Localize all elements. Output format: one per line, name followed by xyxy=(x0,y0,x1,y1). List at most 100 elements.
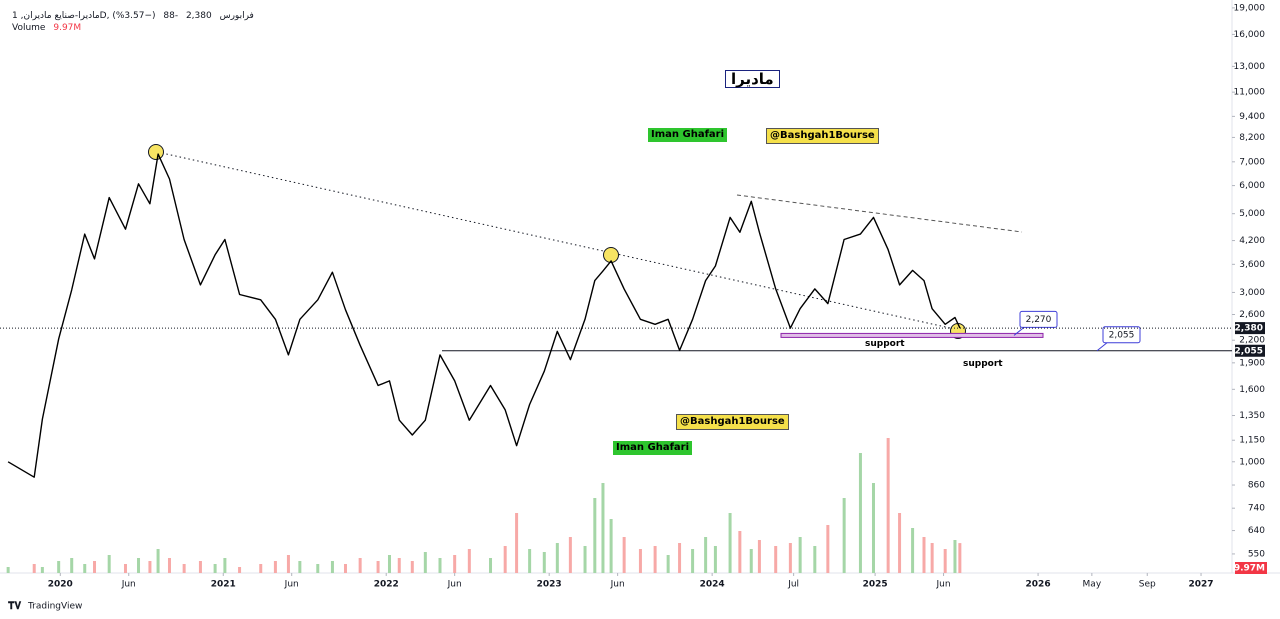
volume-bar xyxy=(316,564,320,573)
volume-bar xyxy=(738,531,742,573)
y-tick-label: 6,000 xyxy=(1239,181,1265,191)
volume-bar xyxy=(958,543,962,573)
volume-bar xyxy=(922,537,926,573)
callout-label: 2,270 xyxy=(1026,315,1052,325)
x-tick-label: Jun xyxy=(447,580,462,590)
x-tick-label: Jun xyxy=(610,580,625,590)
volume-bar xyxy=(148,561,152,573)
volume-bar xyxy=(528,549,532,573)
axis-badge xyxy=(1235,344,1265,357)
y-tick-label: 860 xyxy=(1248,481,1265,491)
volume-bar xyxy=(704,537,708,573)
volume-bar xyxy=(622,537,626,573)
volume-bar xyxy=(93,561,97,573)
volume-bar xyxy=(886,438,890,573)
volume-bar xyxy=(438,558,442,573)
volume-bar xyxy=(813,546,817,573)
volume-bar xyxy=(156,549,160,573)
volume-bar xyxy=(601,483,605,573)
watermark: @Bashgah1Bourse xyxy=(766,128,879,144)
y-tick-label: 1,150 xyxy=(1239,436,1265,446)
volume-bar xyxy=(57,561,61,573)
volume-bar xyxy=(83,564,87,573)
axis-badge xyxy=(1235,322,1265,335)
support-zone xyxy=(780,332,1044,338)
volume-bar xyxy=(898,513,902,573)
volume-bar xyxy=(858,453,862,573)
volume-bar xyxy=(583,546,587,573)
volume-bar xyxy=(609,519,613,573)
x-tick-label: 2023 xyxy=(537,580,562,590)
y-tick-label: 2,600 xyxy=(1239,310,1265,320)
volume-bar xyxy=(123,564,127,573)
y-tick-label: 1,000 xyxy=(1239,457,1265,467)
x-tick-label: May xyxy=(1083,580,1102,590)
volume-bar xyxy=(387,555,391,573)
volume-bar xyxy=(70,558,74,573)
x-tick-label: Sep xyxy=(1139,580,1156,590)
y-tick-label: 3,000 xyxy=(1239,288,1265,298)
callout-box xyxy=(1019,310,1058,328)
volume-bar xyxy=(728,513,732,573)
y-tick-label: 11,000 xyxy=(1234,88,1266,98)
volume-bar xyxy=(6,567,10,573)
y-tick-label: 1,350 xyxy=(1239,411,1265,421)
x-tick-label: Jun xyxy=(121,580,136,590)
volume-bar xyxy=(182,564,186,573)
y-tick-label: 9,400 xyxy=(1239,112,1265,122)
trend-line xyxy=(161,152,951,329)
volume-bar xyxy=(953,540,957,573)
volume-bar xyxy=(871,483,875,573)
volume-bar xyxy=(298,561,302,573)
volume-bar xyxy=(930,543,934,573)
y-tick-label: 8,200 xyxy=(1239,133,1265,143)
volume-bar xyxy=(259,564,263,573)
volume-badge-label: 9.97M xyxy=(1234,564,1265,574)
volume-bar xyxy=(358,558,362,573)
x-tick-label: 2025 xyxy=(863,580,888,590)
volume-bar xyxy=(788,543,792,573)
volume-bar xyxy=(467,549,471,573)
y-tick-label: 4,200 xyxy=(1239,236,1265,246)
volume-header: Volume 9.97M xyxy=(12,23,86,33)
x-tick-label: 2020 xyxy=(48,580,73,590)
support-label: support xyxy=(963,359,1003,369)
volume-badge xyxy=(1235,562,1267,574)
support-label: support xyxy=(865,339,905,349)
y-tick-label: 5,000 xyxy=(1239,209,1265,219)
x-tick-label: 2022 xyxy=(374,580,399,590)
y-tick-label: 13,000 xyxy=(1234,62,1266,72)
volume-bar xyxy=(503,546,507,573)
chart-title: ماديرا xyxy=(725,70,780,88)
volume-bar xyxy=(107,555,111,573)
x-tick-label: 2026 xyxy=(1026,580,1051,590)
y-tick-label: 16,000 xyxy=(1234,30,1266,40)
watermark: @Bashgah1Bourse xyxy=(676,414,789,430)
x-tick-label: 2024 xyxy=(700,580,725,590)
volume-bar xyxy=(343,564,347,573)
callout-pointer xyxy=(1096,342,1108,352)
volume-bar xyxy=(666,555,670,573)
logo-mark: 𝐓𝐕 xyxy=(8,600,21,612)
pivot-marker xyxy=(148,144,164,160)
volume-bar xyxy=(774,546,778,573)
x-tick-label: Jul xyxy=(787,580,799,590)
x-tick-label: Jun xyxy=(936,580,951,590)
volume-bar xyxy=(542,552,546,573)
volume-bar xyxy=(757,540,761,573)
change-pct: (−3.57%) xyxy=(112,11,156,21)
volume-bar xyxy=(911,528,915,573)
volume-bar xyxy=(798,537,802,573)
volume-bar xyxy=(678,543,682,573)
levels: 2,270 2,055 xyxy=(442,310,1232,352)
y-tick-label: 3,600 xyxy=(1239,260,1265,270)
callout-box xyxy=(1102,326,1141,344)
y-tick-label: 550 xyxy=(1248,549,1265,559)
volume-bar xyxy=(713,546,717,573)
volume-bar xyxy=(423,552,427,573)
volume-bar xyxy=(410,561,414,573)
volume-bar xyxy=(32,564,36,573)
volume-bar xyxy=(167,558,171,573)
volume-bar xyxy=(489,558,493,573)
